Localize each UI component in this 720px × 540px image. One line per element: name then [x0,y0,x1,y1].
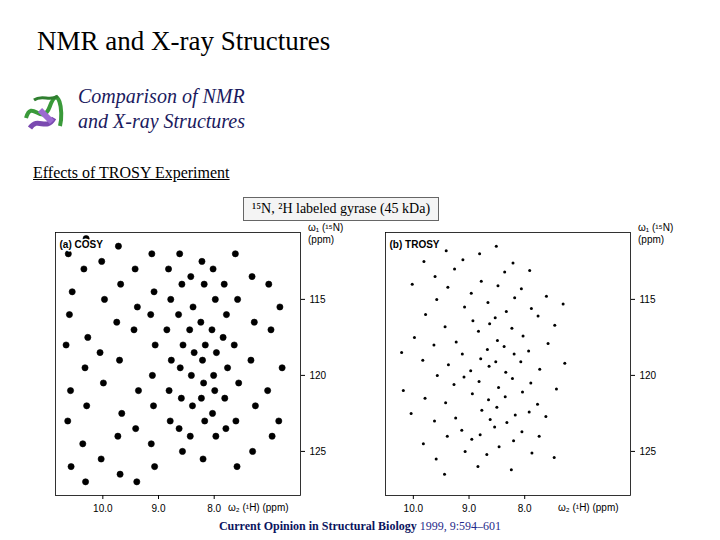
html-text:ω₂ (¹H) (ppm): ω₂ (¹H) (ppm) [228,502,289,513]
svg-text:8.0: 8.0 [518,503,532,514]
svg-text:8.0: 8.0 [207,503,221,514]
html-text:ω₁ (¹⁵N) (ppm): ω₁ (¹⁵N) (ppm) [638,222,674,245]
svg-text:(b) TROSY: (b) TROSY [390,239,440,250]
html-text:NMR and X-ray Structures: NMR and X-ray Structures [37,26,331,56]
svg-text:115: 115 [310,294,326,305]
html-text:Effects of TROSY Experiment: Effects of TROSY Experiment [33,164,230,181]
html-text:Comparison of NMR: Comparison of NMR [78,85,245,107]
svg-text:10.0: 10.0 [93,503,113,514]
svg-text:9.0: 9.0 [462,503,476,514]
html-text:ω₁ (¹⁵N) (ppm): ω₁ (¹⁵N) (ppm) [308,222,344,245]
svg-text:120: 120 [310,370,327,381]
svg-text:10.0: 10.0 [404,503,424,514]
svg-text:(a) COSY: (a) COSY [60,239,104,250]
html-text:ω₂ (¹H) (ppm): ω₂ (¹H) (ppm) [558,502,619,513]
svg-text:125: 125 [310,446,327,457]
svg-text:115: 115 [640,294,656,305]
svg-text:120: 120 [640,370,657,381]
html-text:¹⁵N, ²H labeled gyrase (45 kDa: ¹⁵N, ²H labeled gyrase (45 kDa) [252,201,431,216]
svg-text:125: 125 [640,446,657,457]
svg-text:9.0: 9.0 [152,503,166,514]
html-text:and X-ray Structures: and X-ray Structures [78,110,245,132]
html-text:Current Opinion in Structural: Current Opinion in Structural Biology 19… [218,519,502,533]
